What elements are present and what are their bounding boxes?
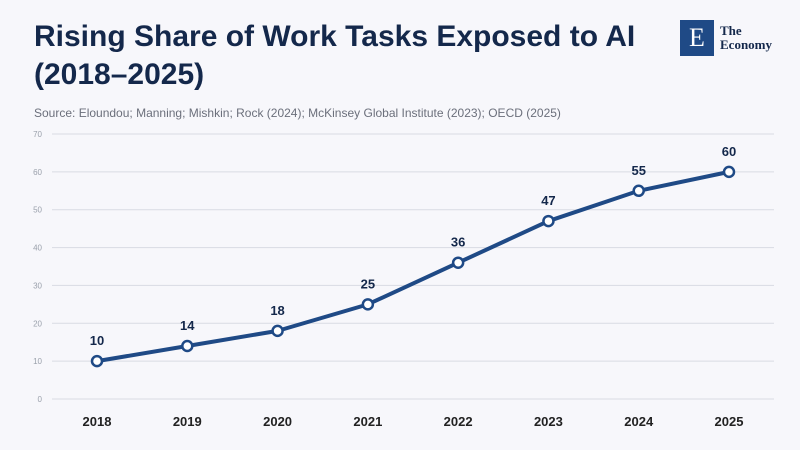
- x-tick-label: 2019: [173, 414, 202, 429]
- chart-source: Source: Eloundou; Manning; Mishkin; Rock…: [34, 106, 561, 120]
- y-tick-label: 30: [33, 281, 42, 290]
- data-point: [271, 324, 284, 338]
- logo-line-2: Economy: [720, 37, 772, 52]
- y-tick-label: 20: [33, 319, 42, 328]
- chart-title: Rising Share of Work Tasks Exposed to AI…: [34, 20, 636, 91]
- data-label: 36: [451, 235, 465, 250]
- data-label: 14: [180, 318, 195, 333]
- data-label: 18: [270, 303, 284, 318]
- data-point: [181, 339, 194, 353]
- logo: E The Economy: [680, 20, 772, 56]
- x-tick-label: 2021: [353, 414, 382, 429]
- x-tick-label: 2022: [444, 414, 473, 429]
- x-tick-label: 2020: [263, 414, 292, 429]
- data-point: [361, 298, 375, 311]
- data-point: [542, 214, 555, 228]
- data-point: [90, 354, 104, 368]
- y-tick-label: 10: [33, 357, 42, 366]
- x-tick-label: 2025: [715, 414, 744, 429]
- x-tick-label: 2018: [83, 414, 112, 429]
- data-label: 60: [722, 144, 736, 159]
- y-tick-label: 50: [33, 206, 42, 215]
- y-tick-label: 70: [33, 130, 42, 139]
- data-label: 25: [361, 276, 375, 291]
- y-tick-label: 0: [38, 395, 43, 404]
- y-tick-label: 40: [33, 244, 42, 253]
- data-label: 55: [631, 163, 645, 178]
- series-line: [95, 169, 731, 364]
- logo-line-1: The: [720, 23, 742, 38]
- logo-text: The Economy: [720, 24, 772, 52]
- data-label: 47: [541, 193, 555, 208]
- x-tick-label: 2024: [624, 414, 654, 429]
- y-tick-label: 60: [33, 168, 42, 177]
- data-point: [632, 184, 645, 198]
- x-tick-label: 2023: [534, 414, 563, 429]
- logo-mark: E: [680, 20, 714, 56]
- data-point: [451, 256, 465, 269]
- data-label: 10: [90, 333, 104, 348]
- data-point: [722, 165, 736, 179]
